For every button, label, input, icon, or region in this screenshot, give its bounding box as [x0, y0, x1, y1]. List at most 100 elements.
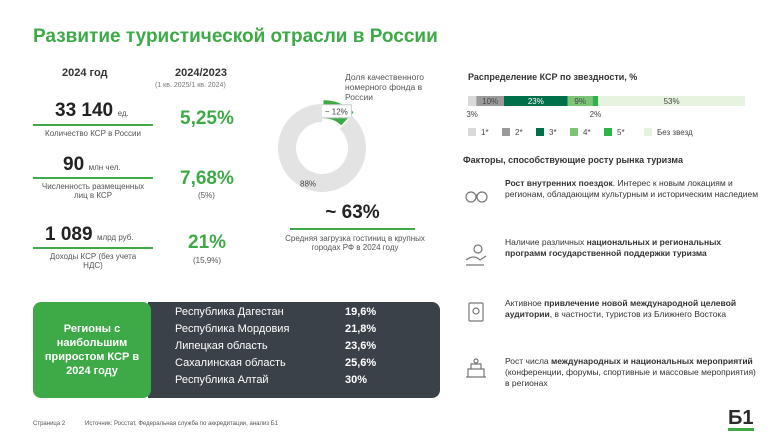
- legend-swatch: [644, 128, 652, 136]
- segment-label: 23%: [528, 97, 544, 106]
- kpi-value: 90 млн чел.: [63, 154, 121, 176]
- regions-panel: [148, 302, 440, 398]
- icon: [468, 302, 484, 322]
- legend-swatch: [570, 128, 578, 136]
- regions-label-box: Регионы с наибольшим приростом КСР в 202…: [33, 302, 151, 398]
- region-name: Сахалинская область: [175, 357, 286, 369]
- page-number: Страница 2: [33, 421, 66, 427]
- factor-text: Наличие различных: [505, 237, 587, 247]
- kpi-change: 5,25%: [180, 108, 234, 129]
- region-value: 30%: [345, 374, 368, 386]
- factor-text: международных и национальных мероприятий: [551, 356, 753, 366]
- legend-label: 1*: [481, 128, 489, 137]
- region-name: Республика Алтай: [175, 374, 269, 386]
- stars-title: Распределение КСР по звездности, %: [468, 72, 638, 82]
- underline: [290, 228, 415, 230]
- col-header: 2024 год: [62, 67, 108, 79]
- region-row: Республика Мордовия 21,8%: [175, 323, 425, 340]
- kpi-number: 1 089: [45, 224, 93, 245]
- kpi-label: Доходы КСР (без учета НДС): [49, 252, 137, 270]
- bar-segment: [592, 96, 599, 106]
- col-header: 2024/2023: [175, 67, 227, 79]
- segment-label: 2%: [590, 110, 602, 119]
- kpi-number: 90: [63, 154, 85, 175]
- legend-label: 4*: [583, 128, 591, 137]
- stars-chart: 3% 10% 23% 9% 2% 53% 1* 2* 3* 4* 5* Без звезд: [466, 96, 745, 137]
- bar-segment: [567, 96, 593, 106]
- region-value: 23,6%: [345, 340, 377, 352]
- legend-swatch: [604, 128, 612, 136]
- bar-segment: [504, 96, 568, 106]
- donut-label: 88%: [300, 179, 316, 188]
- title: Развитие туристической отрасли в России: [33, 26, 438, 47]
- segment-label: 53%: [664, 97, 680, 106]
- factor: Наличие различных национальных и региона…: [505, 237, 760, 259]
- occupancy-label: Средняя загрузка гостиниц в крупных горо…: [285, 234, 425, 252]
- region-value: 25,6%: [345, 357, 377, 369]
- legend-swatch: [536, 128, 544, 136]
- icon: [465, 244, 487, 266]
- legend-swatch: [468, 128, 476, 136]
- donut-label: ~ 12%: [325, 108, 348, 117]
- factor-text: национальных и региональных программ гос…: [505, 237, 722, 258]
- logo: Б1: [728, 407, 754, 431]
- regions-table: Республика Дагестан 19,6% Республика Мордо…: [175, 306, 425, 391]
- legend-label: 2*: [515, 128, 523, 137]
- factor-text: , в частности, туристов из Ближнего Вост…: [549, 309, 727, 319]
- segment-label: 9%: [574, 97, 586, 106]
- segment-label: 10%: [482, 97, 498, 106]
- kpi-unit: млн чел.: [88, 163, 121, 172]
- region-value: 19,6%: [345, 306, 377, 318]
- region-name: Республика Дагестан: [175, 306, 284, 318]
- region-row: Республика Дагестан 19,6%: [175, 306, 425, 323]
- underline: [33, 247, 153, 249]
- factor-text: (конференции, форумы, спортивные и массо…: [505, 367, 756, 388]
- region-row: Липецкая область 23,6%: [175, 340, 425, 357]
- col-subheader: (1 кв. 2025/1 кв. 2024): [155, 82, 226, 89]
- kpi-value: 1 089 млрд руб.: [45, 224, 134, 246]
- legend-swatch: [502, 128, 510, 136]
- region-name: Республика Мордовия: [175, 323, 290, 335]
- kpi-unit: млрд руб.: [97, 233, 134, 242]
- legend-label: 5*: [617, 128, 625, 137]
- source: Источник: Росстат, Федеральная служба по…: [85, 421, 279, 427]
- legend-label: Без звезд: [657, 128, 693, 137]
- kpi-change: 7,68%: [180, 168, 234, 189]
- kpi-label: Количество КСР в России: [45, 129, 141, 138]
- factor-text: Рост числа: [505, 356, 552, 366]
- legend-label: 3*: [549, 128, 557, 137]
- kpi-note: (15,9%): [193, 256, 222, 265]
- segment-label: 3%: [466, 110, 478, 119]
- kpi-number: 33 140: [55, 100, 114, 121]
- kpi-note: (5%): [198, 191, 215, 200]
- kpi-value: 33 140 ед.: [55, 100, 129, 122]
- bar-segment: [468, 96, 477, 106]
- bar-segment: [476, 96, 505, 106]
- kpi-label: Численность размещенных лиц в КСР: [41, 182, 145, 200]
- underline: [33, 177, 153, 179]
- factor-text: . Интерес к новым локациям и регионам, о…: [505, 178, 759, 199]
- factors-title: Факторы, способствующие росту рынка тури…: [463, 155, 683, 165]
- donut-slice: [277, 103, 366, 192]
- factor: Рост числа международных и национальных …: [505, 356, 760, 389]
- factor-text: Активное: [505, 298, 545, 308]
- factor-icons: [465, 191, 488, 378]
- region-value: 21,8%: [345, 323, 377, 335]
- region-name: Липецкая область: [175, 340, 268, 352]
- icon: [465, 191, 488, 203]
- factor: Активное привлечение новой международной…: [505, 298, 760, 320]
- regions-label: Регионы с наибольшим приростом КСР в 202…: [44, 323, 140, 377]
- factor-text: Рост внутренних поездок: [505, 178, 613, 188]
- region-row: Республика Алтай 30%: [175, 374, 425, 391]
- occupancy-value: ~ 63%: [325, 202, 380, 223]
- bar-segment: [598, 96, 745, 106]
- factor: Рост внутренних поездок. Интерес к новым…: [505, 178, 760, 200]
- donut-label: Доля качественного номерного фонда в Рос…: [345, 72, 424, 102]
- icon: [466, 358, 486, 378]
- kpi-change: 21%: [188, 232, 227, 253]
- underline: [33, 124, 153, 126]
- donut-chart: ~ 12% 88%: [277, 100, 366, 192]
- kpi-unit: ед.: [117, 109, 129, 118]
- factor-text: привлечение новой международной целевой …: [505, 298, 737, 319]
